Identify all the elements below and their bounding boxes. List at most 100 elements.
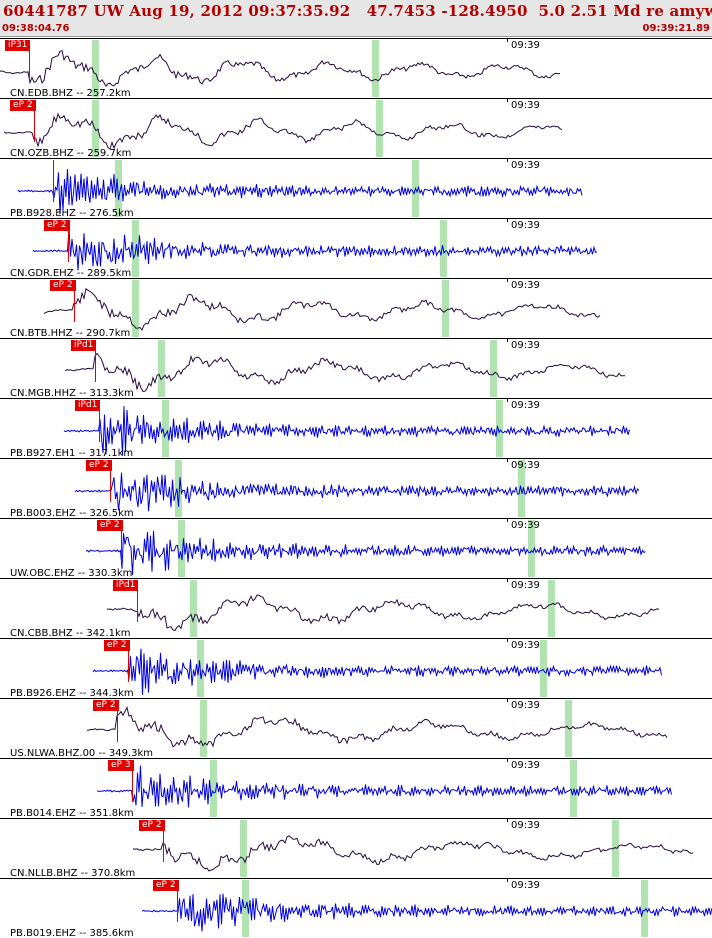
time-tick [507, 699, 508, 702]
phase-pick-label[interactable]: iPd1 [113, 580, 139, 591]
phase-pick-label[interactable]: eP 3 [108, 760, 134, 771]
waveform-line [3, 112, 563, 150]
time-tick [507, 879, 508, 882]
phase-pick-label[interactable]: eP 2 [93, 700, 119, 711]
phase-pick-line[interactable] [121, 520, 122, 562]
phase-pick-line[interactable] [74, 280, 75, 322]
time-marker-label: 09:39 [511, 640, 540, 651]
phase-pick-line[interactable] [177, 880, 178, 922]
coda-window-marker [540, 640, 547, 697]
station-label: UW.OBC.EHZ -- 330.3km [10, 568, 133, 579]
coda-window-marker [92, 40, 99, 97]
trace-panel[interactable]: eP 2 09:39 US.NLWA.BHZ.00 -- 349.3km [0, 698, 712, 759]
coda-window-marker [496, 400, 503, 457]
trace-panel[interactable]: eP 2 09:39 PB.B926.EHZ -- 344.3km [0, 638, 712, 699]
coda-window-marker [490, 340, 497, 397]
station-label: PB.B928.EHZ -- 276.5km [10, 208, 134, 219]
time-tick [507, 759, 508, 762]
time-tick [507, 39, 508, 42]
station-label: CN.EDB.BHZ -- 257.2km [10, 88, 131, 99]
phase-pick-line[interactable] [29, 40, 30, 82]
coda-window-marker [158, 340, 165, 397]
event-header: 60441787 UW Aug 19, 2012 09:37:35.92 47.… [0, 0, 712, 37]
trace-panel[interactable]: eP 2 09:39 PB.B019.EHZ -- 385.6km [0, 878, 712, 938]
phase-pick-label[interactable]: eP 2 [50, 280, 76, 291]
coda-window-marker [190, 580, 197, 637]
phase-pick-label[interactable]: eP 2 [139, 820, 165, 831]
trace-panel[interactable]: eP 2 09:39 UW.OBC.EHZ -- 330.3km [0, 518, 712, 579]
waveform-line [106, 594, 660, 632]
time-tick [507, 159, 508, 162]
coda-window-marker [162, 400, 169, 457]
trace-panel[interactable]: eP 2 09:39 CN.BTB.HHZ -- 290.7km [0, 278, 712, 339]
station-label: CN.CBB.BHZ -- 342.1km [10, 628, 131, 639]
trace-panel[interactable]: eP 2 09:39 PB.B003.EHZ -- 326.5km [0, 458, 712, 519]
coda-window-marker [240, 820, 247, 877]
time-marker-label: 09:39 [511, 100, 540, 111]
phase-pick-line[interactable] [95, 340, 96, 382]
time-marker-label: 09:39 [511, 340, 540, 351]
station-label: PB.B926.EHZ -- 344.3km [10, 688, 134, 699]
trace-panel[interactable]: iPd1 09:39 CN.CBB.BHZ -- 342.1km [0, 578, 712, 639]
phase-pick-label[interactable]: eP 2 [10, 100, 36, 111]
waveform [106, 594, 660, 632]
phase-pick-label[interactable]: iP31 [5, 40, 31, 51]
coda-window-marker [612, 820, 619, 877]
phase-pick-label[interactable]: eP 2 [97, 520, 123, 531]
station-label: CN.GDR.EHZ -- 289.5km [10, 268, 132, 279]
phase-pick-line[interactable] [53, 160, 54, 202]
phase-pick-label[interactable]: eP 2 [153, 880, 179, 891]
trace-panel[interactable]: eP 3 09:39 PB.B014.EHZ -- 351.8km [0, 758, 712, 819]
window-end-time: 09:39:21.89 [642, 23, 710, 34]
time-tick [507, 459, 508, 462]
waveform-line [141, 893, 712, 932]
trace-panel[interactable]: iPd1 09:39 PB.B927.EH1 -- 317.1km [0, 398, 712, 459]
station-label: PB.B014.EHZ -- 351.8km [10, 808, 134, 819]
waveform [3, 112, 563, 150]
coda-window-marker [376, 100, 383, 157]
station-label: US.NLWA.BHZ.00 -- 349.3km [10, 748, 154, 759]
phase-pick-label[interactable]: eP 2 [44, 220, 70, 231]
phase-pick-line[interactable] [163, 820, 164, 862]
time-tick [507, 219, 508, 222]
phase-pick-line[interactable] [34, 100, 35, 142]
time-marker-label: 09:39 [511, 820, 540, 831]
time-tick [507, 279, 508, 282]
phase-pick-label[interactable]: eP 2 [86, 460, 112, 471]
time-marker-label: 09:39 [511, 400, 540, 411]
time-tick [507, 579, 508, 582]
phase-pick-label[interactable]: iPd1 [71, 340, 97, 351]
coda-window-marker [442, 280, 449, 337]
trace-panel[interactable]: iPd1 09:39 CN.MGB.HHZ -- 313.3km [0, 338, 712, 399]
waveform [85, 530, 646, 576]
trace-panel[interactable]: 09:39 PB.B928.EHZ -- 276.5km [0, 158, 712, 219]
phase-pick-line[interactable] [117, 700, 118, 742]
coda-window-marker [570, 760, 577, 817]
phase-pick-line[interactable] [137, 580, 138, 622]
coda-window-marker [641, 880, 648, 937]
phase-pick-label[interactable]: eP 2 [104, 640, 130, 651]
time-marker-label: 09:39 [511, 280, 540, 291]
phase-pick-line[interactable] [68, 220, 69, 262]
time-tick [507, 639, 508, 642]
station-label: PB.B927.EH1 -- 317.1km [10, 448, 134, 459]
time-tick [507, 339, 508, 342]
station-label: CN.BTB.HHZ -- 290.7km [10, 328, 131, 339]
time-marker-label: 09:39 [511, 460, 540, 471]
trace-panel[interactable]: eP 2 09:39 CN.GDR.EHZ -- 289.5km [0, 218, 712, 279]
time-marker-label: 09:39 [511, 580, 540, 591]
waveform-line [63, 406, 630, 456]
window-start-time: 09:38:04.76 [2, 23, 70, 34]
phase-pick-line[interactable] [110, 460, 111, 502]
phase-pick-line[interactable] [128, 640, 129, 682]
trace-panel[interactable]: eP 2 09:39 CN.OZB.BHZ -- 259.7km [0, 98, 712, 159]
trace-panel[interactable]: iP31 09:39 CN.EDB.BHZ -- 257.2km [0, 38, 712, 99]
phase-pick-line[interactable] [132, 760, 133, 802]
phase-pick-line[interactable] [99, 400, 100, 442]
waveform-line [74, 472, 640, 512]
waveform-line [43, 287, 601, 331]
trace-panel[interactable]: eP 2 09:39 CN.NLLB.BHZ -- 370.8km [0, 818, 712, 879]
phase-pick-label[interactable]: iPd1 [75, 400, 101, 411]
coda-window-marker [200, 700, 207, 757]
coda-window-marker [178, 520, 185, 577]
